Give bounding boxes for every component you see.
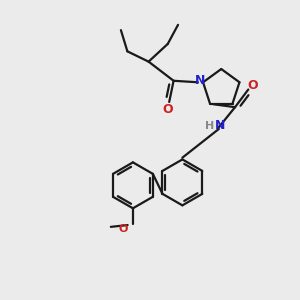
Text: O: O (119, 224, 128, 234)
Text: O: O (248, 80, 258, 92)
Text: N: N (215, 119, 226, 132)
Text: N: N (195, 74, 205, 87)
Text: O: O (162, 103, 173, 116)
Text: H: H (205, 121, 214, 131)
